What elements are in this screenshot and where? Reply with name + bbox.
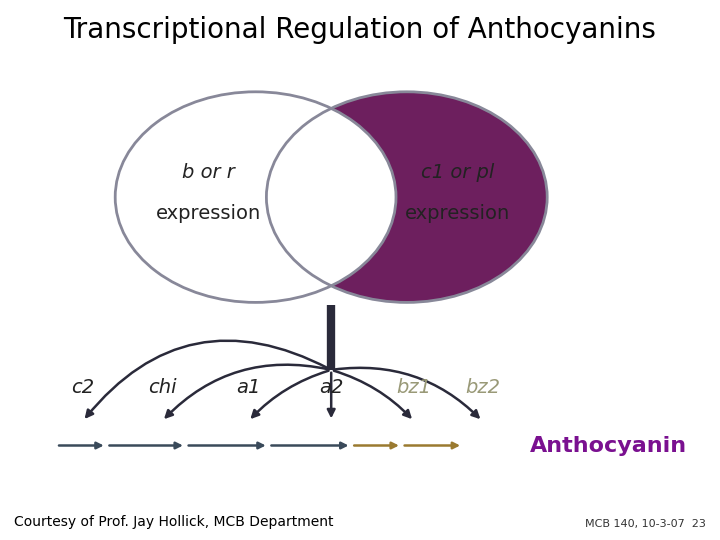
Text: Transcriptional Regulation of Anthocyanins: Transcriptional Regulation of Anthocyani… bbox=[63, 16, 657, 44]
Circle shape bbox=[266, 92, 547, 302]
Text: bz2: bz2 bbox=[465, 378, 500, 397]
Text: a1: a1 bbox=[236, 378, 261, 397]
Text: b or r: b or r bbox=[182, 163, 235, 183]
Text: MCB 140, 10-3-07  23: MCB 140, 10-3-07 23 bbox=[585, 519, 706, 529]
Text: bz1: bz1 bbox=[397, 378, 431, 397]
Text: Anthocyanin: Anthocyanin bbox=[530, 435, 687, 456]
Text: c2: c2 bbox=[71, 378, 94, 397]
Text: c1 or pl: c1 or pl bbox=[420, 163, 494, 183]
Polygon shape bbox=[331, 92, 547, 302]
Text: a2: a2 bbox=[319, 378, 343, 397]
Text: expression: expression bbox=[156, 204, 261, 223]
Text: expression: expression bbox=[405, 204, 510, 223]
Text: Courtesy of Prof. Jay Hollick, MCB Department: Courtesy of Prof. Jay Hollick, MCB Depar… bbox=[14, 515, 334, 529]
Text: chi: chi bbox=[148, 378, 176, 397]
Circle shape bbox=[115, 92, 396, 302]
